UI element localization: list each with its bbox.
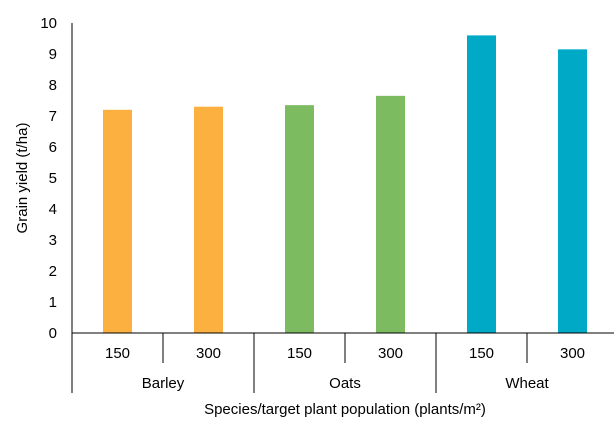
y-tick-label: 8 bbox=[49, 77, 57, 94]
x-group-label: Wheat bbox=[505, 375, 549, 392]
bar-barley-300 bbox=[194, 106, 223, 333]
y-axis-ticks: 0 1 2 3 4 5 6 7 8 9 10 bbox=[40, 15, 57, 342]
x-category-label: 150 bbox=[105, 345, 130, 362]
x-category-label: 150 bbox=[287, 345, 312, 362]
x-category-label: 300 bbox=[560, 345, 585, 362]
bars bbox=[103, 35, 587, 334]
y-tick-label: 2 bbox=[49, 263, 57, 280]
bar-oats-150 bbox=[285, 105, 314, 334]
x-group-label: Barley bbox=[142, 375, 185, 392]
y-tick-label: 10 bbox=[40, 15, 57, 32]
x-axis-categories: 150 300 150 300 150 300 bbox=[71, 333, 585, 393]
y-tick-label: 6 bbox=[49, 139, 57, 156]
x-group-label: Oats bbox=[329, 375, 361, 392]
y-tick-label: 5 bbox=[49, 170, 57, 187]
y-tick-label: 7 bbox=[49, 108, 57, 125]
x-axis-title: Species/target plant population (plants/… bbox=[204, 401, 486, 418]
y-tick-label: 3 bbox=[49, 232, 57, 249]
x-axis-groups: Barley Oats Wheat bbox=[142, 375, 550, 392]
bar-oats-300 bbox=[376, 95, 405, 333]
y-tick-label: 9 bbox=[49, 46, 57, 63]
x-category-label: 150 bbox=[469, 345, 494, 362]
y-axis-title: Grain yield (t/ha) bbox=[14, 123, 31, 234]
bar-wheat-300 bbox=[558, 49, 587, 333]
y-tick-label: 4 bbox=[49, 201, 57, 218]
y-tick-label: 0 bbox=[49, 325, 57, 342]
y-tick-label: 1 bbox=[49, 294, 57, 311]
bar-barley-150 bbox=[103, 109, 132, 333]
x-category-label: 300 bbox=[196, 345, 221, 362]
bar-wheat-150 bbox=[467, 35, 496, 334]
x-category-label: 300 bbox=[378, 345, 403, 362]
